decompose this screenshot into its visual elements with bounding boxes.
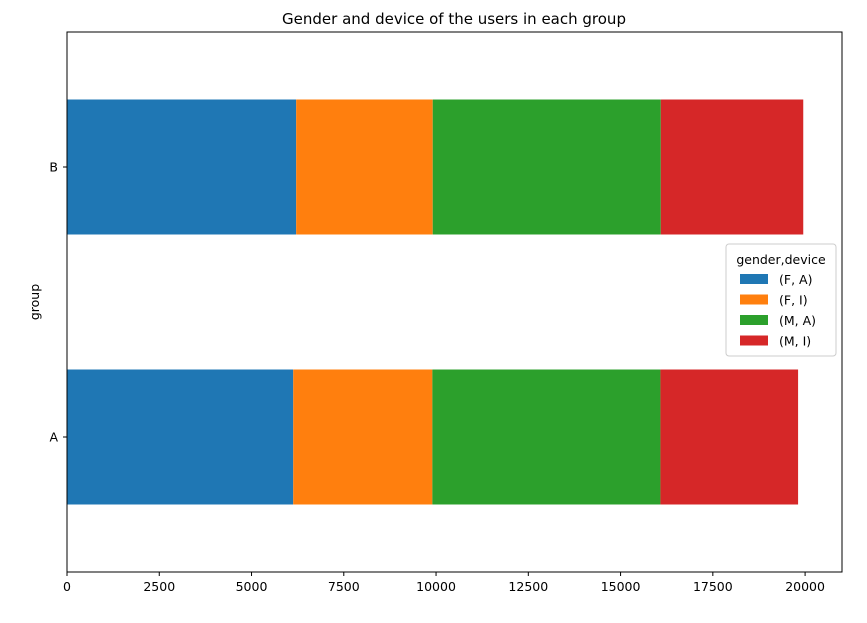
bar-a-series-4 (660, 369, 799, 505)
plot-frame (66, 31, 843, 573)
bar-a-series-3 (432, 369, 661, 505)
legend-label: (F, I) (779, 293, 808, 308)
legend-swatch (740, 274, 768, 284)
legend-label: (M, I) (779, 334, 811, 349)
x-tick-label: 7500 (328, 579, 360, 594)
bar-b-series-1 (67, 99, 297, 235)
x-tick-label: 20000 (785, 579, 825, 594)
bar-b-series-4 (660, 99, 804, 235)
legend-label: (M, A) (779, 313, 816, 328)
legend: gender,device (F, A) (F, I) (M, A) (M, I) (725, 243, 837, 357)
y-axis-label: group (27, 284, 42, 320)
legend-swatch (740, 315, 768, 325)
bar-b-series-3 (432, 99, 661, 235)
x-tick-label: 17500 (693, 579, 733, 594)
x-tick-label: 2500 (143, 579, 175, 594)
x-tick-label: 10000 (416, 579, 456, 594)
x-axis: 0 2500 5000 7500 10000 12500 15000 17500 20000 (63, 572, 825, 594)
legend-title: gender,device (736, 252, 826, 267)
x-tick-label: 5000 (236, 579, 268, 594)
x-tick-label: 0 (63, 579, 71, 594)
legend-label: (F, A) (779, 272, 812, 287)
bar-b-series-2 (296, 99, 433, 235)
y-tick-label: A (49, 430, 58, 445)
bars-group (67, 99, 804, 505)
legend-swatch (740, 294, 768, 305)
y-tick-label: B (49, 160, 58, 175)
legend-swatch (740, 335, 768, 346)
chart-title: Gender and device of the users in each g… (282, 10, 626, 28)
bar-a-series-2 (293, 369, 433, 505)
y-axis: AB (49, 160, 67, 445)
bar-a-series-1 (67, 369, 294, 505)
x-tick-label: 15000 (601, 579, 641, 594)
legend-box (725, 243, 837, 357)
x-tick-label: 12500 (508, 579, 548, 594)
